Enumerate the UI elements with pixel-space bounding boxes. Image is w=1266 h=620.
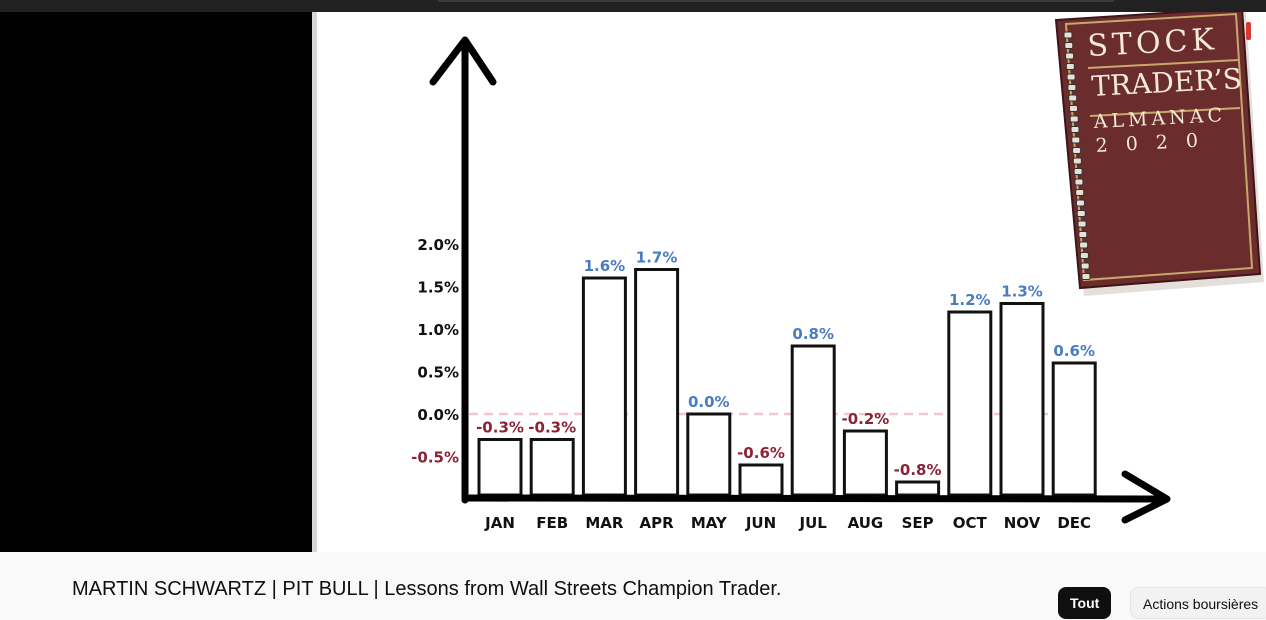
spiral-ring bbox=[1064, 42, 1074, 49]
x-tick-feb: FEB bbox=[536, 514, 568, 532]
data-label-jan: -0.3% bbox=[476, 419, 524, 437]
spiral-ring bbox=[1075, 189, 1085, 196]
data-label-sep: -0.8% bbox=[894, 461, 942, 479]
spiral-ring bbox=[1077, 220, 1087, 228]
chip-stocks[interactable]: Actions boursières bbox=[1130, 587, 1266, 619]
spiral-binding bbox=[1063, 31, 1091, 280]
spiral-ring bbox=[1068, 105, 1078, 112]
x-tick-apr: APR bbox=[640, 514, 675, 532]
bar-chart: -0.3% JAN -0.3% FEB 1.6% MAR 1.7% APR 0.0% MAY -0.… bbox=[411, 36, 1171, 532]
data-label-oct: 1.2% bbox=[949, 291, 991, 309]
bar-jan bbox=[477, 438, 523, 497]
spiral-ring bbox=[1071, 136, 1081, 144]
y-axis-arrowhead bbox=[429, 36, 497, 86]
bar-apr bbox=[634, 268, 680, 497]
data-label-aug: -0.2% bbox=[841, 410, 889, 428]
spiral-ring bbox=[1080, 262, 1090, 270]
top-bar bbox=[0, 0, 1266, 12]
y-tick-label: 1.0% bbox=[417, 321, 459, 339]
spiral-ring bbox=[1067, 84, 1077, 91]
bar-oct bbox=[947, 310, 993, 497]
video-player[interactable]: -0.3% JAN -0.3% FEB 1.6% MAR 1.7% APR 0.0% MAY -0.… bbox=[0, 12, 1266, 552]
x-tick-jul: JUL bbox=[799, 514, 828, 532]
y-tick-label: 2.0% bbox=[417, 236, 459, 254]
spiral-ring bbox=[1070, 126, 1080, 133]
x-tick-jun: JUN bbox=[745, 514, 776, 532]
spiral-ring bbox=[1069, 115, 1079, 123]
book-title-line2: TRADER’S bbox=[1091, 62, 1243, 103]
data-label-feb: -0.3% bbox=[528, 419, 576, 437]
bar-jul bbox=[790, 344, 836, 497]
search-bar[interactable] bbox=[438, 0, 1114, 2]
spiral-ring bbox=[1081, 273, 1091, 280]
bar-may bbox=[686, 412, 732, 497]
spiral-ring bbox=[1066, 73, 1076, 81]
x-tick-oct: OCT bbox=[953, 514, 988, 532]
data-label-nov: 1.3% bbox=[1001, 283, 1043, 301]
bar-nov bbox=[999, 302, 1045, 497]
spiral-ring bbox=[1079, 252, 1089, 259]
bar-mar bbox=[581, 276, 627, 497]
bar-dec bbox=[1051, 361, 1097, 497]
spiral-ring bbox=[1078, 231, 1088, 238]
x-axis-arrowhead bbox=[1121, 470, 1171, 524]
y-tick-label: 0.5% bbox=[417, 364, 459, 382]
x-tick-jan: JAN bbox=[484, 514, 515, 532]
x-tick-may: MAY bbox=[691, 514, 728, 532]
data-label-dec: 0.6% bbox=[1053, 342, 1095, 360]
spiral-ring bbox=[1079, 241, 1089, 249]
x-axis bbox=[461, 494, 1169, 503]
spiral-ring bbox=[1072, 147, 1082, 154]
book-cover bbox=[1054, 12, 1262, 290]
video-title: MARTIN SCHWARTZ | PIT BULL | Lessons fro… bbox=[72, 578, 782, 600]
video-info-area: MARTIN SCHWARTZ | PIT BULL | Lessons fro… bbox=[0, 552, 1266, 619]
spiral-ring bbox=[1063, 31, 1073, 39]
chip-all[interactable]: Tout bbox=[1058, 587, 1112, 619]
bar-aug bbox=[842, 429, 888, 497]
book-title-line1: STOCK bbox=[1087, 22, 1219, 64]
y-tick-label: 1.5% bbox=[417, 279, 459, 297]
bar-feb bbox=[529, 438, 575, 497]
almanac-book-image: STOCK TRADER’S ALMANAC 2 0 2 0 bbox=[1054, 12, 1264, 296]
y-tick-label: -0.5% bbox=[411, 449, 459, 467]
x-tick-nov: NOV bbox=[1004, 514, 1041, 532]
spiral-ring bbox=[1073, 168, 1083, 175]
bar-jun bbox=[738, 463, 784, 497]
x-tick-dec: DEC bbox=[1057, 514, 1091, 532]
spiral-ring bbox=[1075, 199, 1085, 207]
spiral-ring bbox=[1076, 210, 1086, 217]
spiral-ring bbox=[1072, 157, 1082, 165]
x-tick-aug: AUG bbox=[848, 514, 884, 532]
data-label-jun: -0.6% bbox=[737, 444, 785, 462]
spiral-ring bbox=[1065, 52, 1075, 60]
spiral-ring bbox=[1074, 178, 1084, 186]
x-tick-sep: SEP bbox=[902, 514, 934, 532]
bar-sep bbox=[895, 480, 941, 497]
data-label-mar: 1.6% bbox=[584, 257, 626, 275]
data-label-may: 0.0% bbox=[688, 393, 730, 411]
y-tick-label: 0.0% bbox=[417, 406, 459, 424]
data-label-jul: 0.8% bbox=[792, 325, 834, 343]
spiral-ring bbox=[1068, 94, 1078, 102]
spiral-ring bbox=[1065, 63, 1075, 70]
data-label-apr: 1.7% bbox=[636, 249, 678, 267]
x-tick-mar: MAR bbox=[585, 514, 624, 532]
